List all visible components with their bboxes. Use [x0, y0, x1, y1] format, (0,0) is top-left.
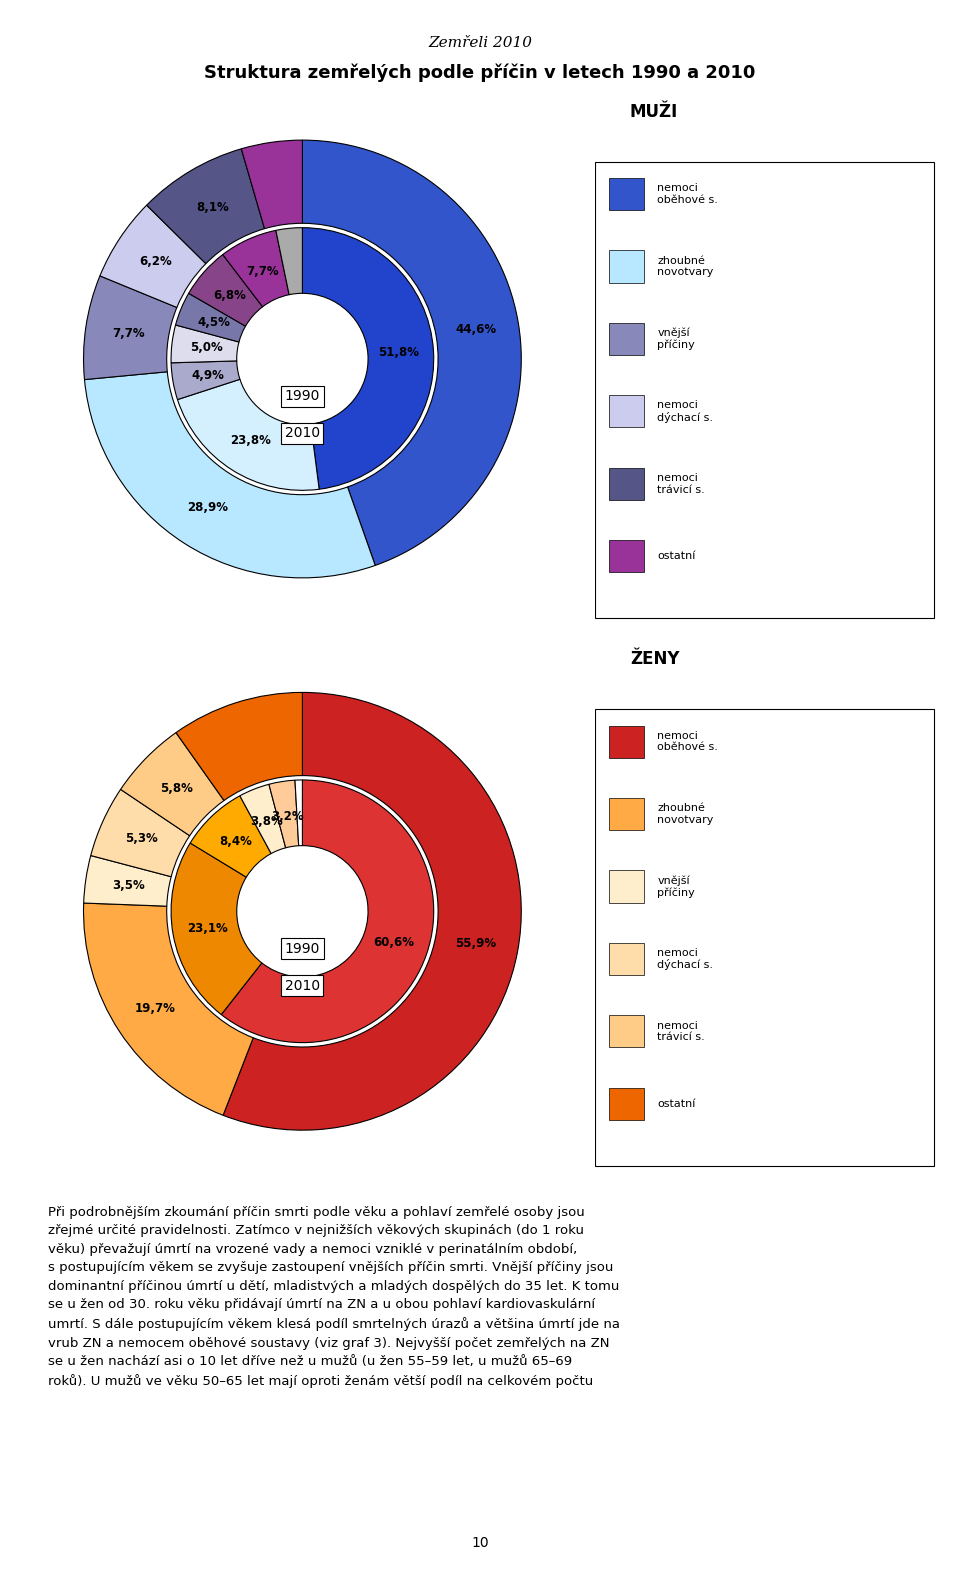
Text: 44,6%: 44,6% [455, 323, 496, 336]
Wedge shape [171, 361, 240, 399]
Text: 10: 10 [471, 1535, 489, 1550]
Text: 3,5%: 3,5% [111, 879, 145, 892]
Text: nemoci
trávicí s.: nemoci trávicí s. [658, 473, 706, 494]
Text: Struktura zemřelých podle příčin v letech 1990 a 2010: Struktura zemřelých podle příčin v letec… [204, 63, 756, 82]
Wedge shape [221, 780, 434, 1043]
FancyBboxPatch shape [609, 798, 643, 830]
FancyBboxPatch shape [609, 871, 643, 903]
Wedge shape [190, 795, 271, 877]
Wedge shape [84, 903, 253, 1116]
Text: 5,0%: 5,0% [190, 341, 223, 355]
Wedge shape [178, 379, 319, 491]
Wedge shape [241, 140, 302, 229]
FancyBboxPatch shape [609, 251, 643, 282]
Text: 2010: 2010 [285, 426, 320, 440]
Text: 5,8%: 5,8% [159, 781, 193, 795]
Text: 55,9%: 55,9% [455, 937, 496, 950]
Text: nemoci
oběhové s.: nemoci oběhové s. [658, 731, 718, 753]
Wedge shape [176, 294, 246, 342]
Text: nemoci
dýchací s.: nemoci dýchací s. [658, 399, 713, 423]
Text: 8,1%: 8,1% [196, 200, 228, 215]
FancyBboxPatch shape [609, 396, 643, 428]
Wedge shape [240, 784, 286, 854]
Text: 60,6%: 60,6% [372, 936, 414, 950]
Text: MUŽI: MUŽI [630, 103, 678, 122]
Text: 51,8%: 51,8% [378, 346, 419, 360]
Text: 23,1%: 23,1% [187, 922, 228, 934]
FancyBboxPatch shape [595, 163, 934, 619]
Text: 7,7%: 7,7% [246, 265, 278, 278]
Text: 1990: 1990 [285, 390, 320, 404]
Text: ostatní: ostatní [658, 551, 696, 562]
Text: 2010: 2010 [285, 978, 320, 993]
Text: 8,4%: 8,4% [220, 835, 252, 847]
FancyBboxPatch shape [595, 710, 934, 1166]
FancyBboxPatch shape [609, 726, 643, 757]
Text: 23,8%: 23,8% [230, 434, 272, 447]
Text: 3,8%: 3,8% [251, 816, 283, 828]
FancyBboxPatch shape [609, 540, 643, 573]
Text: 5,3%: 5,3% [126, 832, 158, 846]
FancyBboxPatch shape [609, 323, 643, 355]
Wedge shape [171, 843, 262, 1015]
Text: 7,7%: 7,7% [111, 327, 144, 339]
Wedge shape [269, 780, 299, 847]
Wedge shape [176, 693, 302, 800]
Wedge shape [121, 732, 224, 836]
Text: Při podrobnějším zkoumání příčin smrti podle věku a pohlaví zemřelé osoby jsou
z: Při podrobnějším zkoumání příčin smrti p… [48, 1206, 620, 1389]
Wedge shape [295, 780, 302, 846]
Text: Zemřeli 2010: Zemřeli 2010 [428, 36, 532, 50]
Text: 19,7%: 19,7% [134, 1002, 176, 1015]
Wedge shape [276, 227, 302, 295]
Wedge shape [223, 230, 289, 306]
Text: 6,2%: 6,2% [139, 256, 172, 268]
Text: nemoci
dýchací s.: nemoci dýchací s. [658, 947, 713, 970]
Wedge shape [84, 276, 177, 380]
Text: 3,2%: 3,2% [271, 810, 303, 822]
Text: ostatní: ostatní [658, 1098, 696, 1109]
FancyBboxPatch shape [609, 1087, 643, 1120]
Text: 1990: 1990 [285, 942, 320, 956]
Wedge shape [84, 855, 171, 906]
FancyBboxPatch shape [609, 1015, 643, 1048]
Wedge shape [147, 148, 265, 264]
Text: vnější
příčiny: vnější příčiny [658, 328, 695, 350]
Text: 4,5%: 4,5% [197, 316, 229, 328]
Text: 6,8%: 6,8% [214, 289, 247, 301]
Text: zhoubné
novotvary: zhoubné novotvary [658, 256, 714, 278]
Wedge shape [100, 205, 205, 308]
Wedge shape [302, 227, 434, 489]
Wedge shape [84, 372, 375, 578]
Text: nemoci
oběhové s.: nemoci oběhové s. [658, 183, 718, 205]
FancyBboxPatch shape [609, 942, 643, 975]
Wedge shape [189, 254, 263, 327]
Wedge shape [91, 789, 190, 877]
Text: 28,9%: 28,9% [187, 500, 228, 514]
Wedge shape [171, 325, 239, 363]
Text: nemoci
trávicí s.: nemoci trávicí s. [658, 1021, 706, 1041]
Wedge shape [302, 140, 521, 565]
FancyBboxPatch shape [609, 467, 643, 500]
Wedge shape [223, 693, 521, 1130]
Text: ŽENY: ŽENY [630, 650, 680, 669]
FancyBboxPatch shape [609, 178, 643, 210]
Text: 4,9%: 4,9% [191, 369, 224, 382]
Text: vnější
příčiny: vnější příčiny [658, 876, 695, 898]
Text: zhoubné
novotvary: zhoubné novotvary [658, 803, 714, 825]
